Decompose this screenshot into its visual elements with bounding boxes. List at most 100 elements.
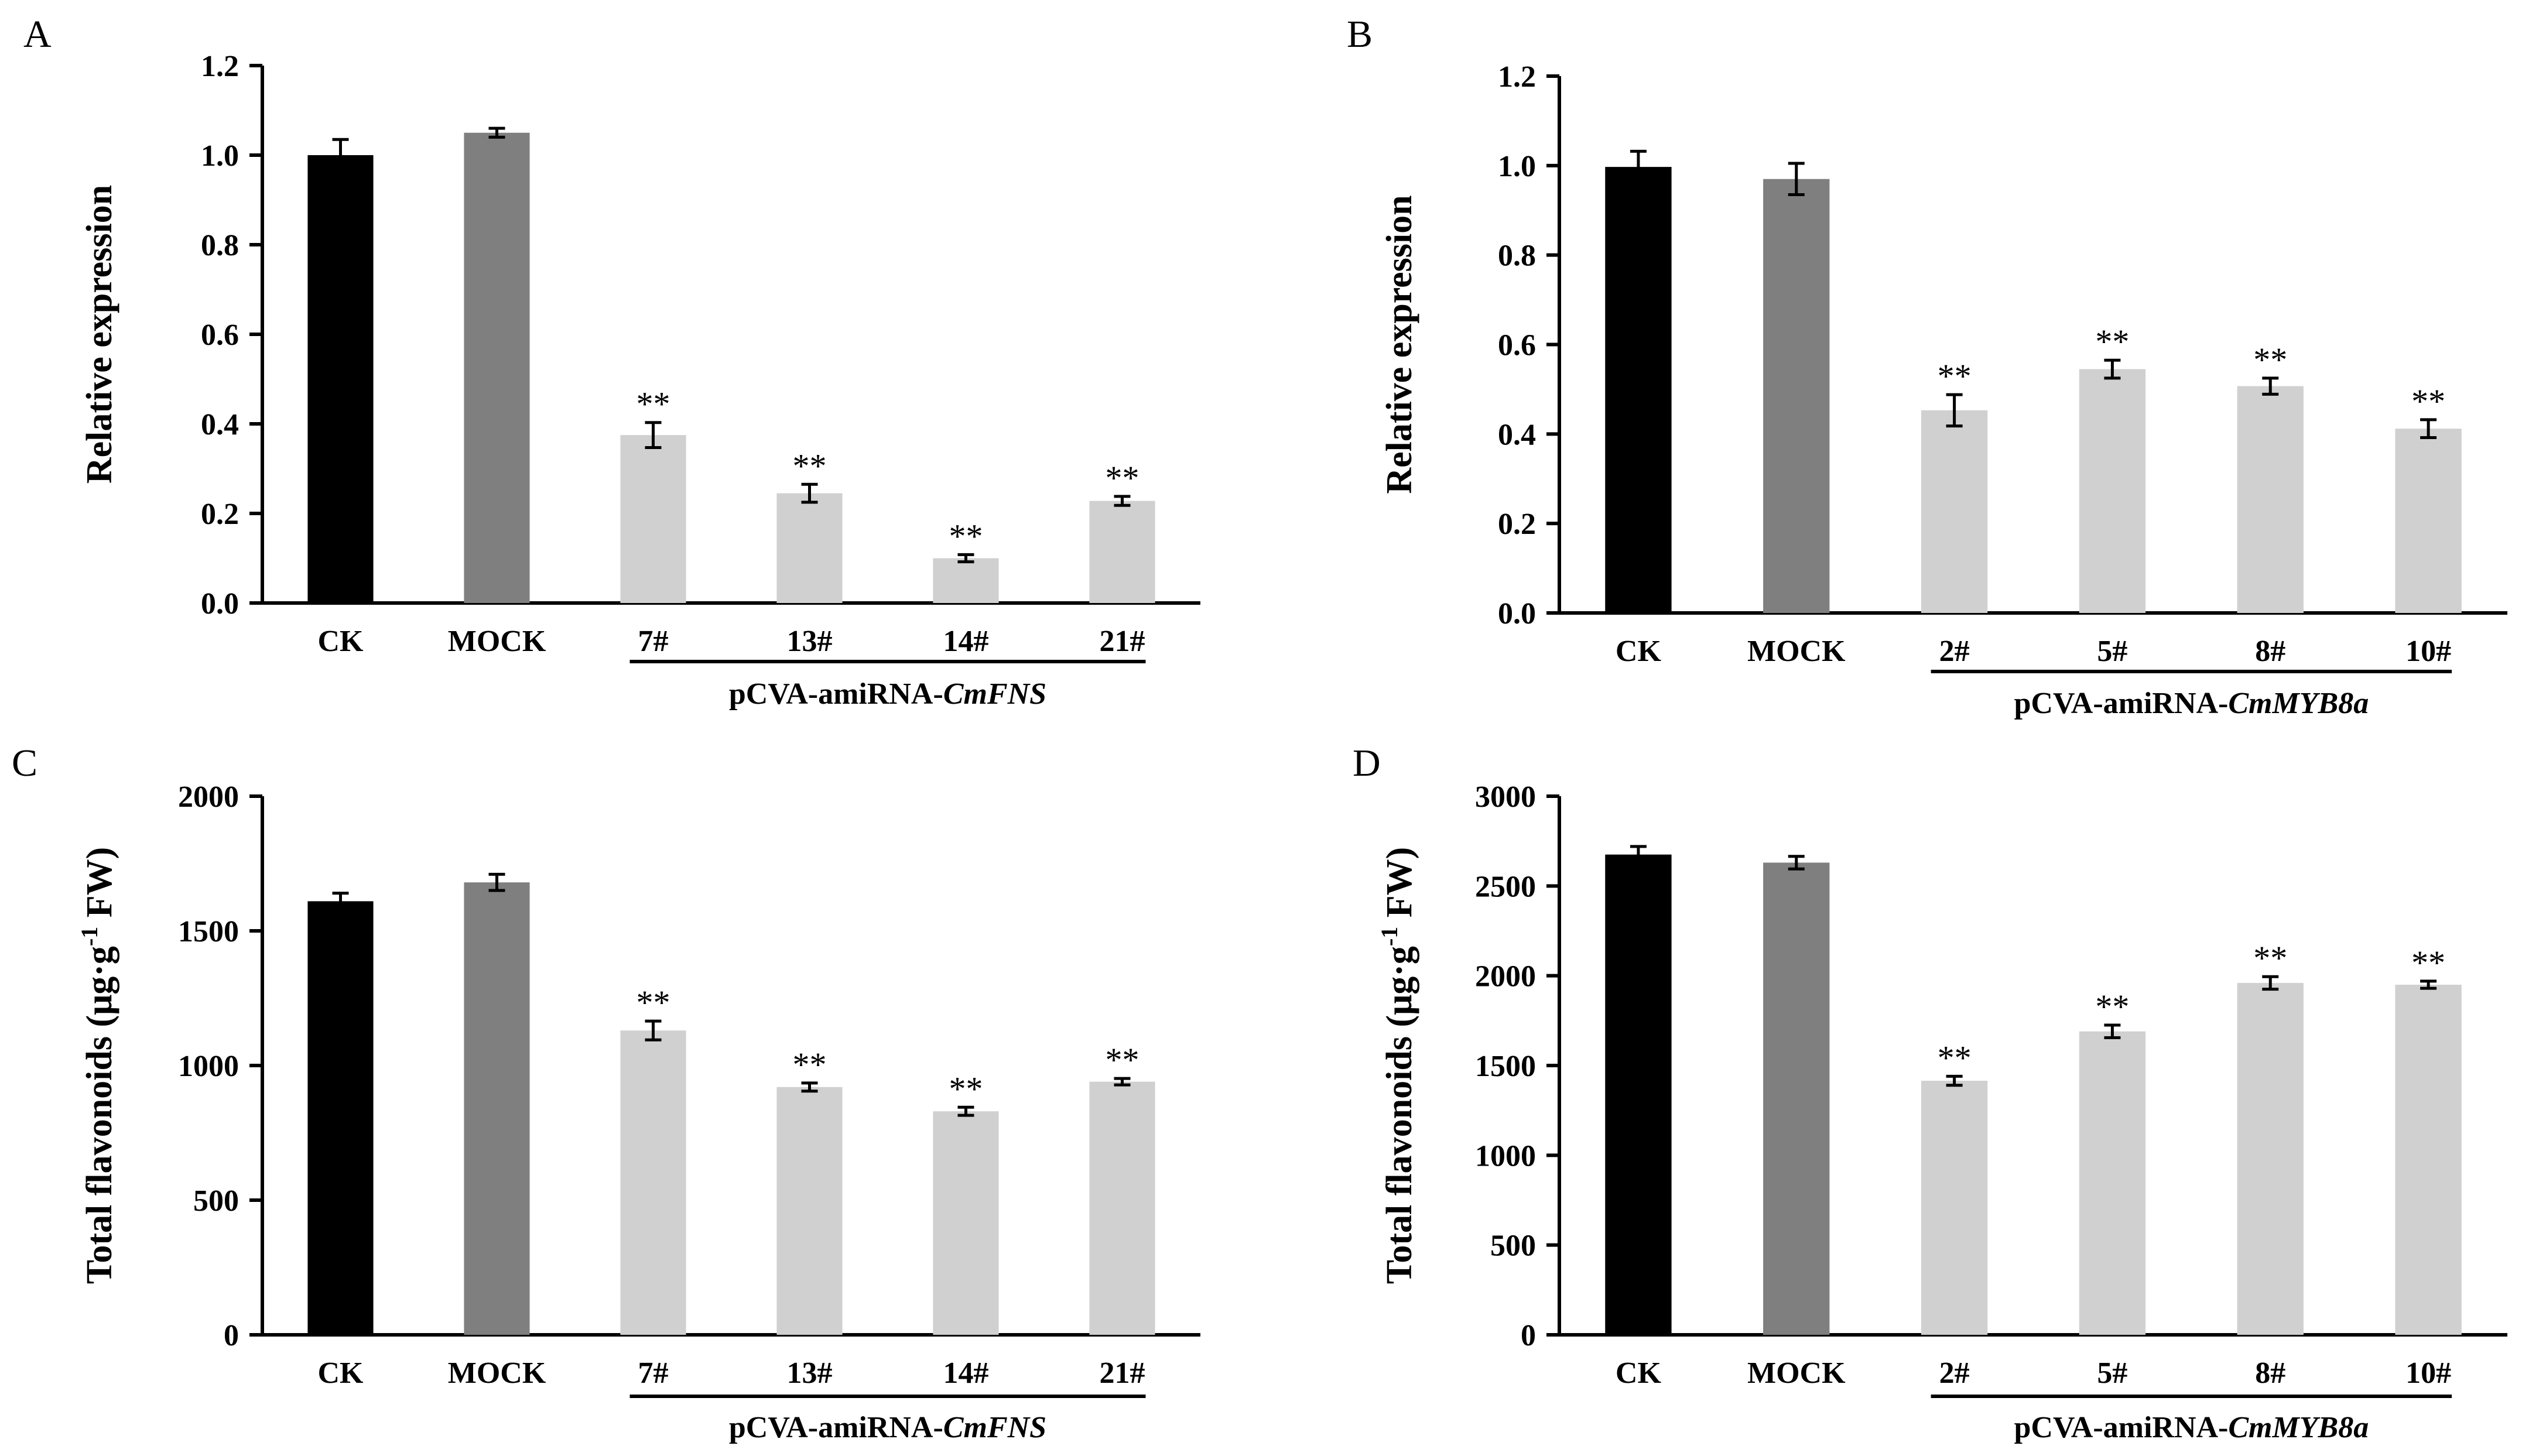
significance-label: ** [637, 984, 670, 1022]
category-label: 8# [2255, 1356, 2285, 1390]
category-label: MOCK [1747, 635, 1846, 668]
category-label: CK [318, 625, 364, 658]
y-tick-label: 0.4 [1498, 418, 1536, 451]
category-label: MOCK [448, 625, 546, 658]
y-tick-label: 0.6 [201, 318, 239, 352]
y-tick-label: 1000 [1475, 1139, 1536, 1173]
significance-label: ** [793, 447, 827, 485]
category-label: 7# [638, 1356, 669, 1390]
panel-c: C 0 500 1000 1500 2000 Total flavonoids (μg·g-… [12, 742, 1200, 1444]
bar [2237, 982, 2304, 1335]
bar [1605, 167, 1672, 613]
y-tick-label: 0.8 [1498, 239, 1536, 273]
y-tick-label: 1000 [178, 1050, 239, 1083]
significance-label: ** [2411, 944, 2445, 982]
bar [2395, 985, 2462, 1335]
bar [1763, 862, 1830, 1335]
category-label: CK [318, 1356, 364, 1390]
y-tick-label: 1.0 [201, 139, 239, 173]
bar [307, 155, 374, 603]
y-tick-label: 1500 [178, 915, 239, 948]
panel-d: D 0 500 1000 1500 2000 2500 3000 Total flavonoid… [1353, 742, 2507, 1444]
bar [464, 882, 530, 1335]
category-label: 2# [1939, 1356, 1970, 1390]
panel-letter: C [12, 742, 37, 784]
category-label: 14# [943, 625, 989, 658]
category-label: 8# [2255, 635, 2285, 668]
bar [1921, 1081, 1988, 1335]
significance-label: ** [1106, 1041, 1139, 1079]
panel-letter: B [1347, 13, 1373, 56]
y-tick-label: 1.2 [201, 50, 239, 83]
y-axis-label: Total flavonoids (μg·g-1 FW) [76, 847, 119, 1284]
y-tick-label: 2500 [1475, 870, 1536, 903]
bar [620, 435, 686, 603]
group-label: pCVA-amiRNA-CmFNS [729, 1411, 1046, 1444]
category-label: 14# [943, 1356, 989, 1390]
y-tick-label: 500 [193, 1184, 239, 1218]
y-tick-label: 0.0 [201, 587, 239, 621]
category-label: 21# [1100, 625, 1145, 658]
y-tick-label: 1.0 [1498, 150, 1536, 183]
category-label: 21# [1100, 1356, 1145, 1390]
panel-letter: D [1353, 742, 1381, 784]
bar [776, 493, 843, 603]
y-axis-label: Relative expression [80, 185, 119, 484]
bar [1089, 501, 1155, 603]
y-tick-label: 0.2 [1498, 508, 1536, 541]
bar [2237, 386, 2304, 613]
significance-label: ** [2253, 939, 2287, 977]
bar [1605, 854, 1672, 1335]
bar [2395, 429, 2462, 613]
group-label: pCVA-amiRNA-CmFNS [729, 677, 1046, 711]
bar [2079, 369, 2146, 613]
significance-label: ** [637, 385, 670, 423]
bar [620, 1030, 686, 1335]
bar [933, 558, 999, 603]
y-tick-label: 0.2 [201, 498, 239, 531]
y-tick-label: 1.2 [1498, 60, 1536, 94]
bar [1921, 410, 1988, 613]
significance-label: ** [2095, 323, 2129, 361]
bar [1089, 1081, 1155, 1335]
y-tick-label: 0 [1521, 1319, 1536, 1352]
y-axis-label: Total flavonoids (μg·g-1 FW) [1376, 847, 1419, 1284]
bar [776, 1087, 843, 1335]
y-tick-label: 0 [224, 1319, 239, 1352]
panel-letter: A [23, 13, 52, 56]
category-label: 2# [1939, 635, 1970, 668]
y-tick-label: 2000 [178, 780, 239, 814]
significance-label: ** [1938, 1039, 1972, 1077]
panel-a: A 0.0 0.2 0.4 0.6 0.8 1.0 1.2 Relative expressio… [23, 13, 1200, 711]
category-label: 5# [2097, 1356, 2127, 1390]
category-label: CK [1616, 635, 1662, 668]
y-tick-label: 1500 [1475, 1050, 1536, 1083]
significance-label: ** [793, 1046, 827, 1084]
bar [2079, 1031, 2146, 1335]
category-label: MOCK [1747, 1356, 1846, 1390]
category-label: 13# [787, 625, 833, 658]
y-tick-label: 0.4 [201, 408, 239, 441]
y-tick-label: 0.8 [201, 229, 239, 262]
category-label: 5# [2097, 635, 2127, 668]
bar [933, 1111, 999, 1335]
y-tick-label: 0.6 [1498, 329, 1536, 362]
category-label: MOCK [448, 1356, 546, 1390]
significance-label: ** [1106, 459, 1139, 497]
y-tick-label: 2000 [1475, 960, 1536, 993]
significance-label: ** [1938, 357, 1972, 395]
significance-label: ** [949, 1070, 983, 1108]
group-label: pCVA-amiRNA-CmMYB8a [2014, 687, 2369, 720]
bar [307, 901, 374, 1335]
y-axis-label: Relative expression [1380, 195, 1419, 494]
significance-label: ** [2095, 988, 2129, 1026]
y-tick-label: 3000 [1475, 780, 1536, 814]
significance-label: ** [2411, 382, 2445, 420]
bar [464, 132, 530, 603]
category-label: 10# [2405, 635, 2451, 668]
significance-label: ** [949, 517, 983, 555]
y-tick-label: 500 [1490, 1229, 1536, 1263]
bar [1763, 179, 1830, 614]
category-label: CK [1616, 1356, 1662, 1390]
